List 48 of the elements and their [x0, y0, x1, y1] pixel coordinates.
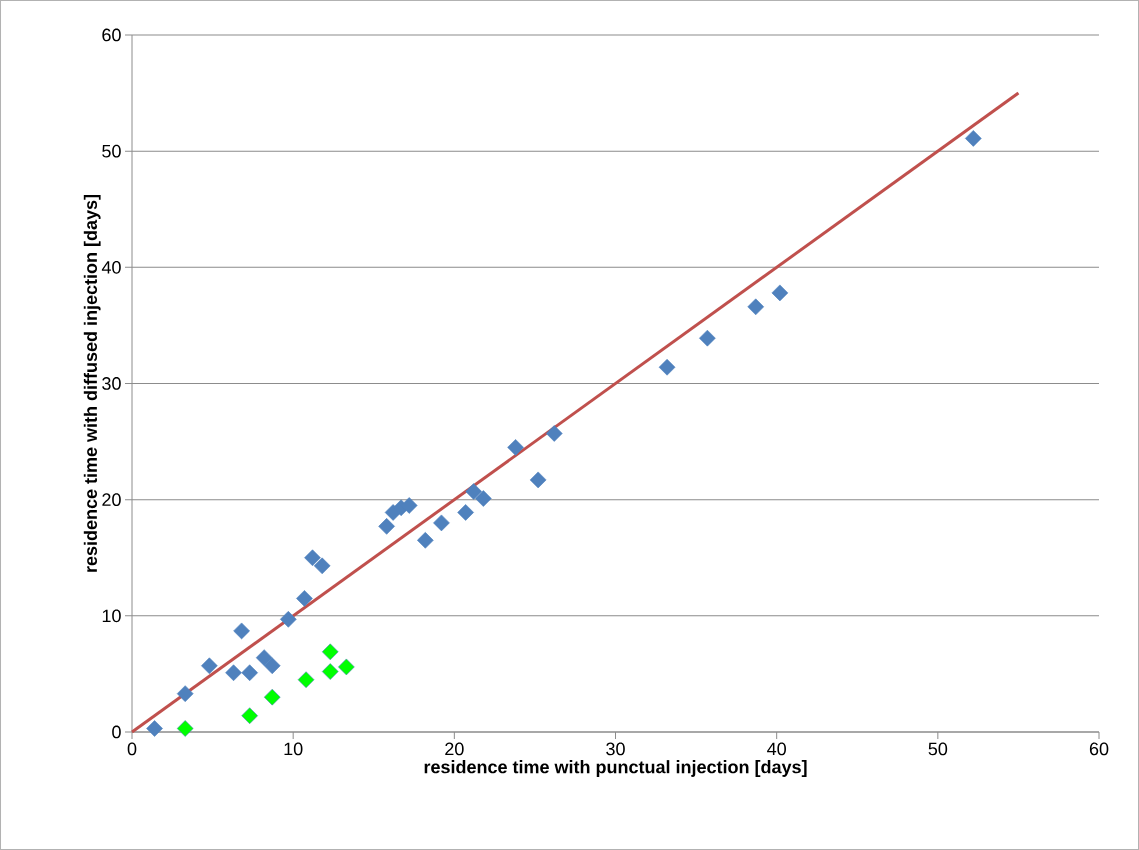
x-axis-title: residence time with punctual injection [days] [424, 760, 807, 777]
y-tick-label: 60 [102, 28, 121, 42]
y-tick-label: 30 [102, 377, 121, 390]
point [176, 720, 194, 737]
point [433, 514, 450, 532]
point [321, 643, 339, 661]
point [233, 622, 250, 640]
y-tick-label: 50 [102, 144, 121, 158]
x-tick-label: 40 [767, 742, 786, 756]
point [146, 720, 163, 737]
point [263, 688, 281, 706]
x-tick-label: 60 [1089, 742, 1109, 756]
point [176, 685, 194, 702]
point [965, 130, 982, 147]
x-tick-label: 50 [928, 742, 948, 756]
y-tick-label: 0 [112, 725, 121, 739]
point [255, 649, 273, 666]
point [280, 611, 297, 628]
x-tick-label: 20 [445, 742, 464, 756]
point [378, 518, 395, 535]
point [747, 298, 765, 316]
point [304, 549, 321, 567]
x-tick-label: 10 [284, 742, 303, 756]
y-tick-label: 10 [102, 609, 121, 623]
y-tick-label: 40 [101, 260, 121, 274]
y-tick-label: 20 [102, 493, 121, 507]
point [457, 504, 474, 521]
point [545, 425, 563, 442]
point [225, 664, 242, 682]
point [201, 657, 218, 675]
point [321, 663, 339, 680]
point [241, 707, 258, 725]
point [475, 490, 492, 507]
point [771, 284, 789, 302]
point [699, 329, 716, 347]
x-tick-label: 0 [127, 742, 137, 756]
x-tick-label: 30 [606, 742, 625, 756]
point [658, 358, 676, 376]
point [263, 657, 281, 675]
point [241, 664, 258, 682]
point [417, 532, 434, 549]
point [529, 471, 547, 489]
point [296, 590, 313, 607]
point [338, 658, 355, 676]
point [507, 439, 524, 456]
point [313, 557, 331, 575]
point [297, 671, 315, 689]
y-axis-title: residence time with diffused injection [days] [83, 194, 101, 572]
